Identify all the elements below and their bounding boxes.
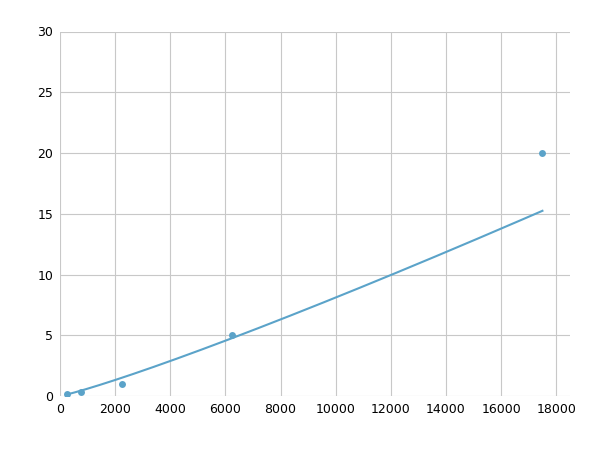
Point bbox=[538, 149, 547, 157]
Point bbox=[117, 380, 127, 387]
Point bbox=[76, 389, 85, 396]
Point bbox=[62, 390, 71, 397]
Point bbox=[227, 332, 237, 339]
